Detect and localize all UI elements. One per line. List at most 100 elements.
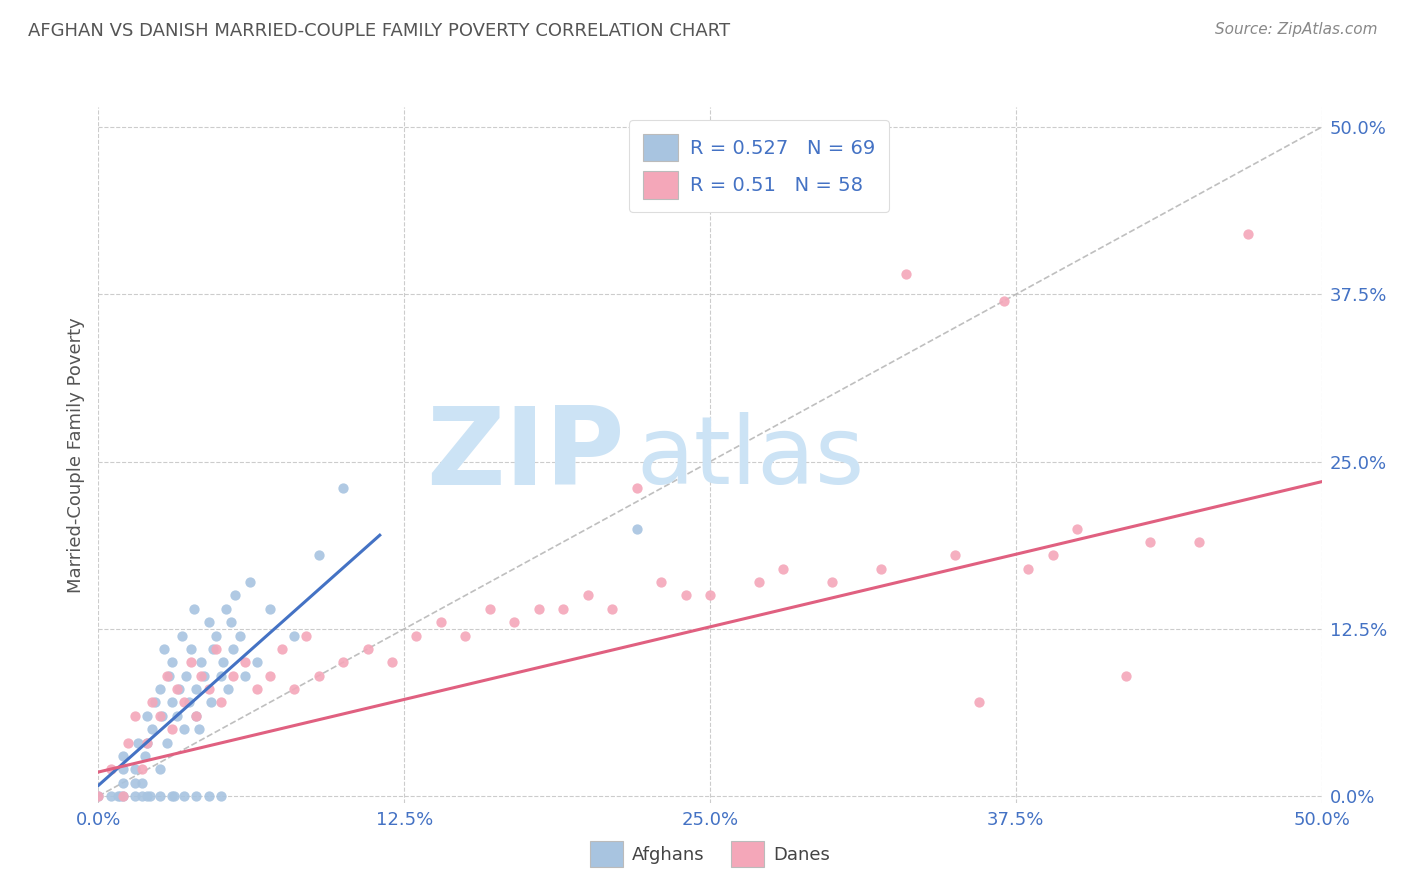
Point <box>141 696 163 710</box>
Point <box>214 602 236 616</box>
Point <box>209 696 232 710</box>
Point <box>405 628 427 642</box>
Text: atlas: atlas <box>637 412 865 504</box>
Legend: R = 0.527   N = 69, R = 0.51   N = 58: R = 0.527 N = 69, R = 0.51 N = 58 <box>630 120 889 212</box>
Point <box>160 655 183 669</box>
Point <box>107 789 129 803</box>
Y-axis label: Married-Couple Family Poverty: Married-Couple Family Poverty <box>66 317 84 593</box>
Point <box>156 735 179 749</box>
Point <box>229 628 252 642</box>
Point <box>149 762 172 776</box>
Point <box>124 708 146 723</box>
Point <box>136 789 159 803</box>
Point <box>124 775 146 790</box>
Point <box>110 789 132 803</box>
Point <box>173 723 195 737</box>
Point <box>197 789 219 803</box>
Point <box>699 589 721 603</box>
Point <box>136 708 159 723</box>
Text: ZIP: ZIP <box>426 402 624 508</box>
Point <box>190 669 212 683</box>
Point <box>209 669 232 683</box>
Point <box>180 642 202 657</box>
Point <box>149 681 172 696</box>
Point <box>222 642 245 657</box>
Point <box>111 789 134 803</box>
Point <box>626 521 648 535</box>
Point <box>259 669 281 683</box>
Point <box>772 562 794 576</box>
Point <box>224 589 246 603</box>
Point <box>150 708 173 723</box>
Point <box>283 681 305 696</box>
Point <box>136 735 159 749</box>
Point <box>111 789 134 803</box>
Point <box>943 548 966 563</box>
Point <box>246 681 269 696</box>
Point <box>967 696 990 710</box>
Point <box>332 655 354 669</box>
Point <box>527 602 550 616</box>
Point <box>1188 535 1211 549</box>
Point <box>1139 535 1161 549</box>
Point <box>190 655 212 669</box>
Point <box>156 669 179 683</box>
Point <box>111 749 134 764</box>
Point <box>163 789 186 803</box>
Point <box>650 575 672 590</box>
Point <box>600 602 623 616</box>
Point <box>134 749 156 764</box>
Point <box>141 723 163 737</box>
Point <box>503 615 526 630</box>
Point <box>200 696 222 710</box>
Point <box>87 789 110 803</box>
Point <box>131 789 153 803</box>
Point <box>186 708 208 723</box>
Point <box>576 589 599 603</box>
Point <box>222 669 245 683</box>
Point <box>157 669 180 683</box>
Point <box>894 268 917 282</box>
Point <box>283 628 305 642</box>
Point <box>166 681 188 696</box>
Point <box>202 642 225 657</box>
Point <box>270 642 294 657</box>
Point <box>219 615 242 630</box>
Point <box>186 681 208 696</box>
Point <box>139 789 162 803</box>
Point <box>176 669 198 683</box>
Point <box>239 575 262 590</box>
Point <box>149 708 172 723</box>
Point <box>209 789 232 803</box>
Point <box>381 655 404 669</box>
Point <box>166 708 188 723</box>
Point <box>149 789 172 803</box>
Point <box>186 789 208 803</box>
Point <box>187 723 209 737</box>
Point <box>1066 521 1088 535</box>
Point <box>553 602 575 616</box>
Point <box>197 615 219 630</box>
Point <box>173 789 195 803</box>
Point <box>136 735 159 749</box>
Point <box>308 548 330 563</box>
Point <box>454 628 477 642</box>
Point <box>131 775 153 790</box>
Point <box>217 681 239 696</box>
Point <box>124 762 146 776</box>
Point <box>131 762 153 776</box>
Point <box>205 642 228 657</box>
Point <box>1042 548 1064 563</box>
Point <box>675 589 697 603</box>
Point <box>153 642 176 657</box>
Point <box>1115 669 1137 683</box>
Point <box>295 628 318 642</box>
Point <box>259 602 281 616</box>
Point <box>160 723 183 737</box>
Point <box>356 642 378 657</box>
Point <box>186 708 208 723</box>
Point <box>870 562 893 576</box>
Point <box>170 628 193 642</box>
Point <box>246 655 269 669</box>
Point <box>193 669 215 683</box>
